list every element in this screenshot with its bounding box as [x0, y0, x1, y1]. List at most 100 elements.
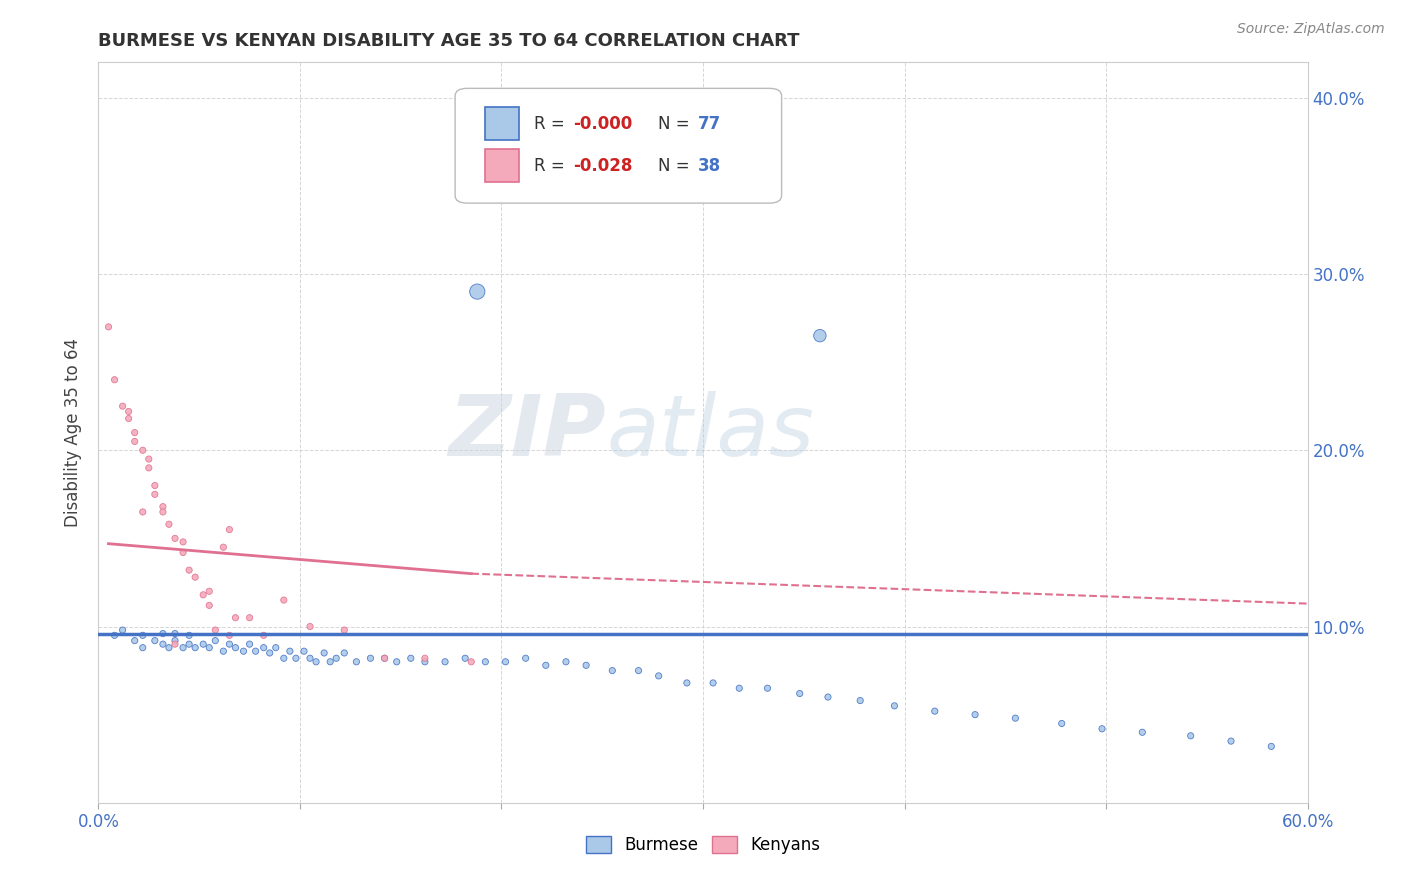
Point	[143, 633, 166, 648]
Point	[259, 646, 281, 660]
Point	[124, 425, 146, 440]
Point	[157, 640, 180, 655]
Point	[817, 690, 839, 704]
Text: N =: N =	[658, 114, 695, 133]
Point	[143, 487, 166, 501]
Point	[965, 707, 987, 722]
Point	[305, 655, 328, 669]
Text: 77: 77	[699, 114, 721, 133]
Point	[1260, 739, 1282, 754]
Point	[534, 658, 557, 673]
Point	[454, 651, 477, 665]
Point	[314, 646, 336, 660]
Point	[299, 651, 322, 665]
Point	[184, 640, 207, 655]
Point	[344, 655, 367, 669]
Point	[111, 399, 134, 413]
Point	[1050, 716, 1073, 731]
Point	[193, 637, 215, 651]
Point	[138, 461, 160, 475]
Text: Source: ZipAtlas.com: Source: ZipAtlas.com	[1237, 22, 1385, 37]
Point	[849, 693, 872, 707]
Point	[218, 523, 240, 537]
Point	[172, 640, 194, 655]
FancyBboxPatch shape	[485, 107, 519, 140]
Point	[163, 532, 186, 546]
Point	[198, 640, 221, 655]
Point	[413, 651, 436, 665]
Point	[163, 637, 186, 651]
Point	[152, 626, 174, 640]
Text: atlas: atlas	[606, 391, 814, 475]
Point	[239, 637, 262, 651]
Point	[460, 655, 482, 669]
Point	[1220, 734, 1243, 748]
Point	[198, 599, 221, 613]
Point	[179, 637, 201, 651]
Point	[575, 658, 598, 673]
Point	[152, 637, 174, 651]
Point	[602, 664, 624, 678]
Point	[273, 651, 295, 665]
Point	[143, 478, 166, 492]
Point	[204, 633, 226, 648]
Text: 38: 38	[699, 157, 721, 175]
Point	[325, 651, 347, 665]
Point	[163, 626, 186, 640]
Text: BURMESE VS KENYAN DISABILITY AGE 35 TO 64 CORRELATION CHART: BURMESE VS KENYAN DISABILITY AGE 35 TO 6…	[98, 32, 800, 50]
Text: ZIP: ZIP	[449, 391, 606, 475]
Point	[374, 651, 396, 665]
Point	[103, 628, 125, 642]
Point	[434, 655, 457, 669]
Point	[193, 588, 215, 602]
Point	[179, 563, 201, 577]
Point	[273, 593, 295, 607]
Point	[103, 373, 125, 387]
Point	[118, 411, 141, 425]
Point	[319, 655, 342, 669]
Point	[157, 517, 180, 532]
Point	[284, 651, 307, 665]
Point	[253, 628, 276, 642]
Text: -0.000: -0.000	[574, 114, 633, 133]
Point	[647, 669, 669, 683]
Point	[465, 285, 488, 299]
Point	[212, 540, 235, 554]
Point	[218, 637, 240, 651]
Point	[789, 686, 811, 700]
Point	[172, 535, 194, 549]
Point	[299, 619, 322, 633]
Point	[292, 644, 315, 658]
Point	[152, 505, 174, 519]
Point	[333, 646, 356, 660]
Point	[172, 545, 194, 559]
Point	[184, 570, 207, 584]
Point	[224, 640, 246, 655]
Point	[1130, 725, 1153, 739]
Point	[212, 644, 235, 658]
Point	[198, 584, 221, 599]
Point	[239, 610, 262, 624]
Text: -0.028: -0.028	[574, 157, 633, 175]
Legend: Burmese, Kenyans: Burmese, Kenyans	[579, 830, 827, 861]
Point	[1004, 711, 1026, 725]
Point	[232, 644, 254, 658]
Point	[132, 628, 155, 642]
Point	[728, 681, 751, 696]
Point	[124, 434, 146, 449]
Point	[138, 452, 160, 467]
Point	[924, 704, 946, 718]
Point	[495, 655, 517, 669]
Point	[756, 681, 779, 696]
Point	[218, 628, 240, 642]
Point	[97, 319, 120, 334]
FancyBboxPatch shape	[456, 88, 782, 203]
Point	[132, 505, 155, 519]
Point	[111, 623, 134, 637]
Point	[474, 655, 496, 669]
Point	[385, 655, 408, 669]
Point	[515, 651, 537, 665]
Point	[702, 676, 724, 690]
Point	[555, 655, 578, 669]
Point	[413, 655, 436, 669]
